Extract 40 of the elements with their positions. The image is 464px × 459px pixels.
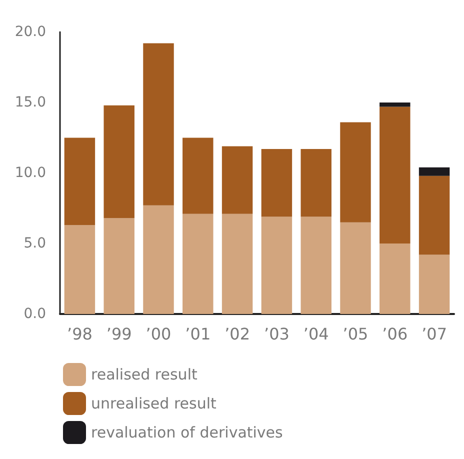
legend-label: revaluation of derivatives [91,424,284,442]
x-tick-label: ’98 [66,324,92,344]
bar [418,176,450,255]
x-tick-label: ’99 [106,324,132,344]
bar [104,218,134,314]
bar [64,138,96,226]
y-tick-label: 15.0 [14,94,46,110]
bar [222,214,253,314]
bar [380,106,410,244]
x-tick-label: ’03 [264,324,290,344]
bar [340,222,371,314]
y-tick-label: 10.0 [14,165,46,181]
bar [300,216,332,314]
bar [261,216,292,314]
bar [182,214,214,314]
bar [380,102,410,107]
x-tick-label: ’02 [224,324,250,344]
x-tick-label: ’04 [303,324,329,344]
x-tick-label: ’00 [146,324,172,344]
x-tick-label: ’05 [342,324,368,344]
y-tick-label: 0.0 [24,306,46,322]
x-tick-label: ’06 [382,324,408,344]
bar [261,149,292,217]
bar [104,105,134,218]
bar [418,167,450,176]
legend-label: realised result [91,366,198,384]
x-tick-label: ’01 [185,324,211,344]
bar [182,138,214,214]
y-tick-label: 5.0 [24,236,46,252]
bar [64,225,96,314]
legend-label: unrealised result [91,394,216,412]
bar [143,43,174,206]
bar [340,122,371,222]
bar [418,254,450,314]
x-tick-label: ’07 [422,324,448,344]
bar [380,244,410,314]
bar [300,149,332,217]
y-tick-label: 20.0 [14,24,46,40]
bar [143,205,174,314]
bar [222,146,253,214]
